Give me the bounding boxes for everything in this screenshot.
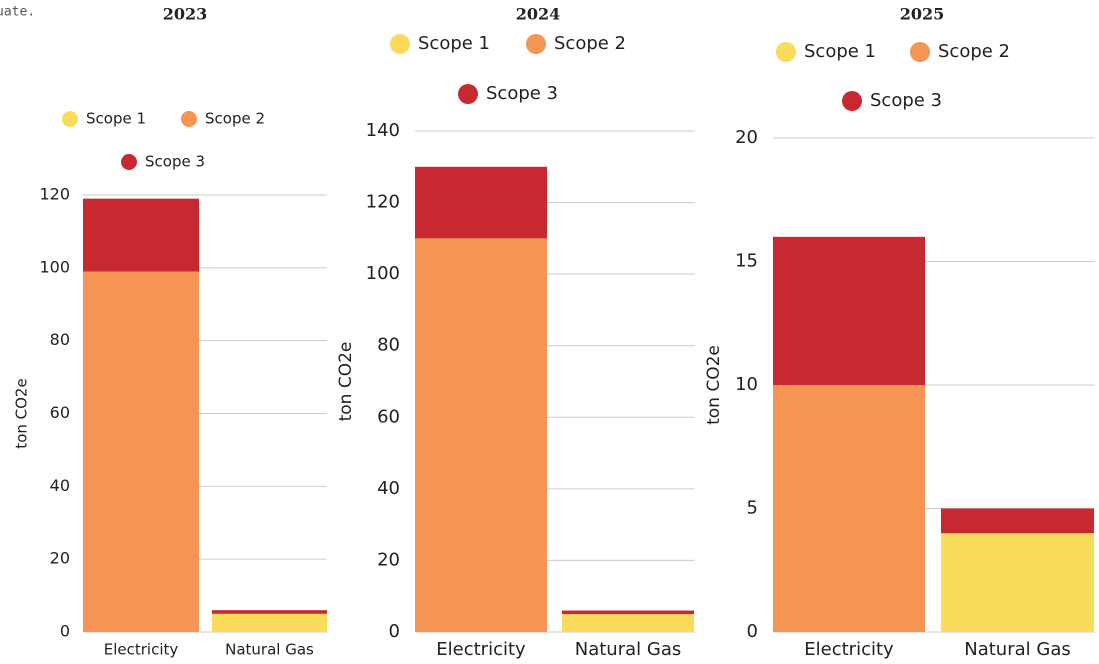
y-tick-label: 0: [389, 621, 400, 642]
x-tick-label: Electricity: [804, 639, 894, 660]
y-tick-label: 80: [377, 335, 400, 356]
chart-title: 2023: [163, 5, 208, 24]
x-tick-label: Natural Gas: [964, 639, 1070, 660]
legend-label: Scope 3: [145, 153, 205, 171]
legend-swatch: [776, 42, 796, 62]
bar-segment: [773, 385, 925, 632]
y-axis-label: ton CO2e: [704, 345, 724, 425]
legend-label: Scope 3: [870, 90, 942, 111]
bar-segment: [415, 238, 547, 632]
chart-title: 2025: [900, 5, 945, 24]
clipped-text: uate.: [0, 5, 35, 20]
bar-segment: [212, 613, 327, 632]
legend-swatch: [910, 42, 930, 62]
y-tick-label: 5: [747, 498, 758, 519]
bar-segment: [941, 533, 1094, 632]
y-tick-label: 0: [747, 621, 758, 642]
y-tick-label: 20: [735, 127, 758, 148]
x-tick-label: Electricity: [436, 639, 526, 660]
legend-label: Scope 3: [486, 83, 558, 104]
y-tick-label: 40: [50, 476, 70, 495]
legend-swatch: [62, 111, 78, 127]
legend-label: Scope 1: [418, 33, 490, 54]
bar-segment: [83, 271, 199, 632]
bar-segment: [562, 610, 694, 615]
y-axis-label: ton CO2e: [13, 378, 31, 448]
legend-swatch: [181, 111, 197, 127]
legend-label: Scope 2: [938, 41, 1010, 62]
y-tick-label: 10: [735, 374, 758, 395]
y-tick-label: 140: [366, 120, 400, 141]
bar-segment: [773, 236, 925, 385]
bar-segment: [941, 508, 1094, 534]
y-tick-label: 100: [39, 257, 70, 276]
y-tick-label: 20: [50, 549, 70, 568]
bar-segment: [562, 614, 694, 632]
y-tick-label: 120: [366, 192, 400, 213]
y-tick-label: 60: [377, 406, 400, 427]
y-tick-label: 20: [377, 549, 400, 570]
bar-segment: [212, 610, 327, 614]
y-tick-label: 60: [50, 403, 70, 422]
bar-segment: [83, 198, 199, 272]
legend-swatch: [842, 91, 862, 111]
legend-label: Scope 1: [86, 110, 146, 128]
y-tick-label: 120: [39, 185, 70, 204]
y-tick-label: 100: [366, 263, 400, 284]
legend-swatch: [526, 34, 546, 54]
legend-swatch: [390, 34, 410, 54]
y-axis-label: ton CO2e: [336, 342, 356, 422]
y-tick-label: 0: [60, 622, 70, 641]
bar-segment: [415, 166, 547, 239]
x-tick-label: Natural Gas: [575, 639, 681, 660]
legend-swatch: [458, 84, 478, 104]
x-tick-label: Natural Gas: [225, 641, 314, 659]
y-tick-label: 40: [377, 478, 400, 499]
chart-title: 2024: [516, 5, 561, 24]
x-tick-label: Electricity: [104, 641, 179, 659]
y-tick-label: 80: [50, 330, 70, 349]
y-tick-label: 15: [735, 251, 758, 272]
legend-label: Scope 2: [554, 33, 626, 54]
legend-label: Scope 1: [804, 41, 876, 62]
legend-label: Scope 2: [205, 110, 265, 128]
legend-swatch: [121, 154, 137, 170]
